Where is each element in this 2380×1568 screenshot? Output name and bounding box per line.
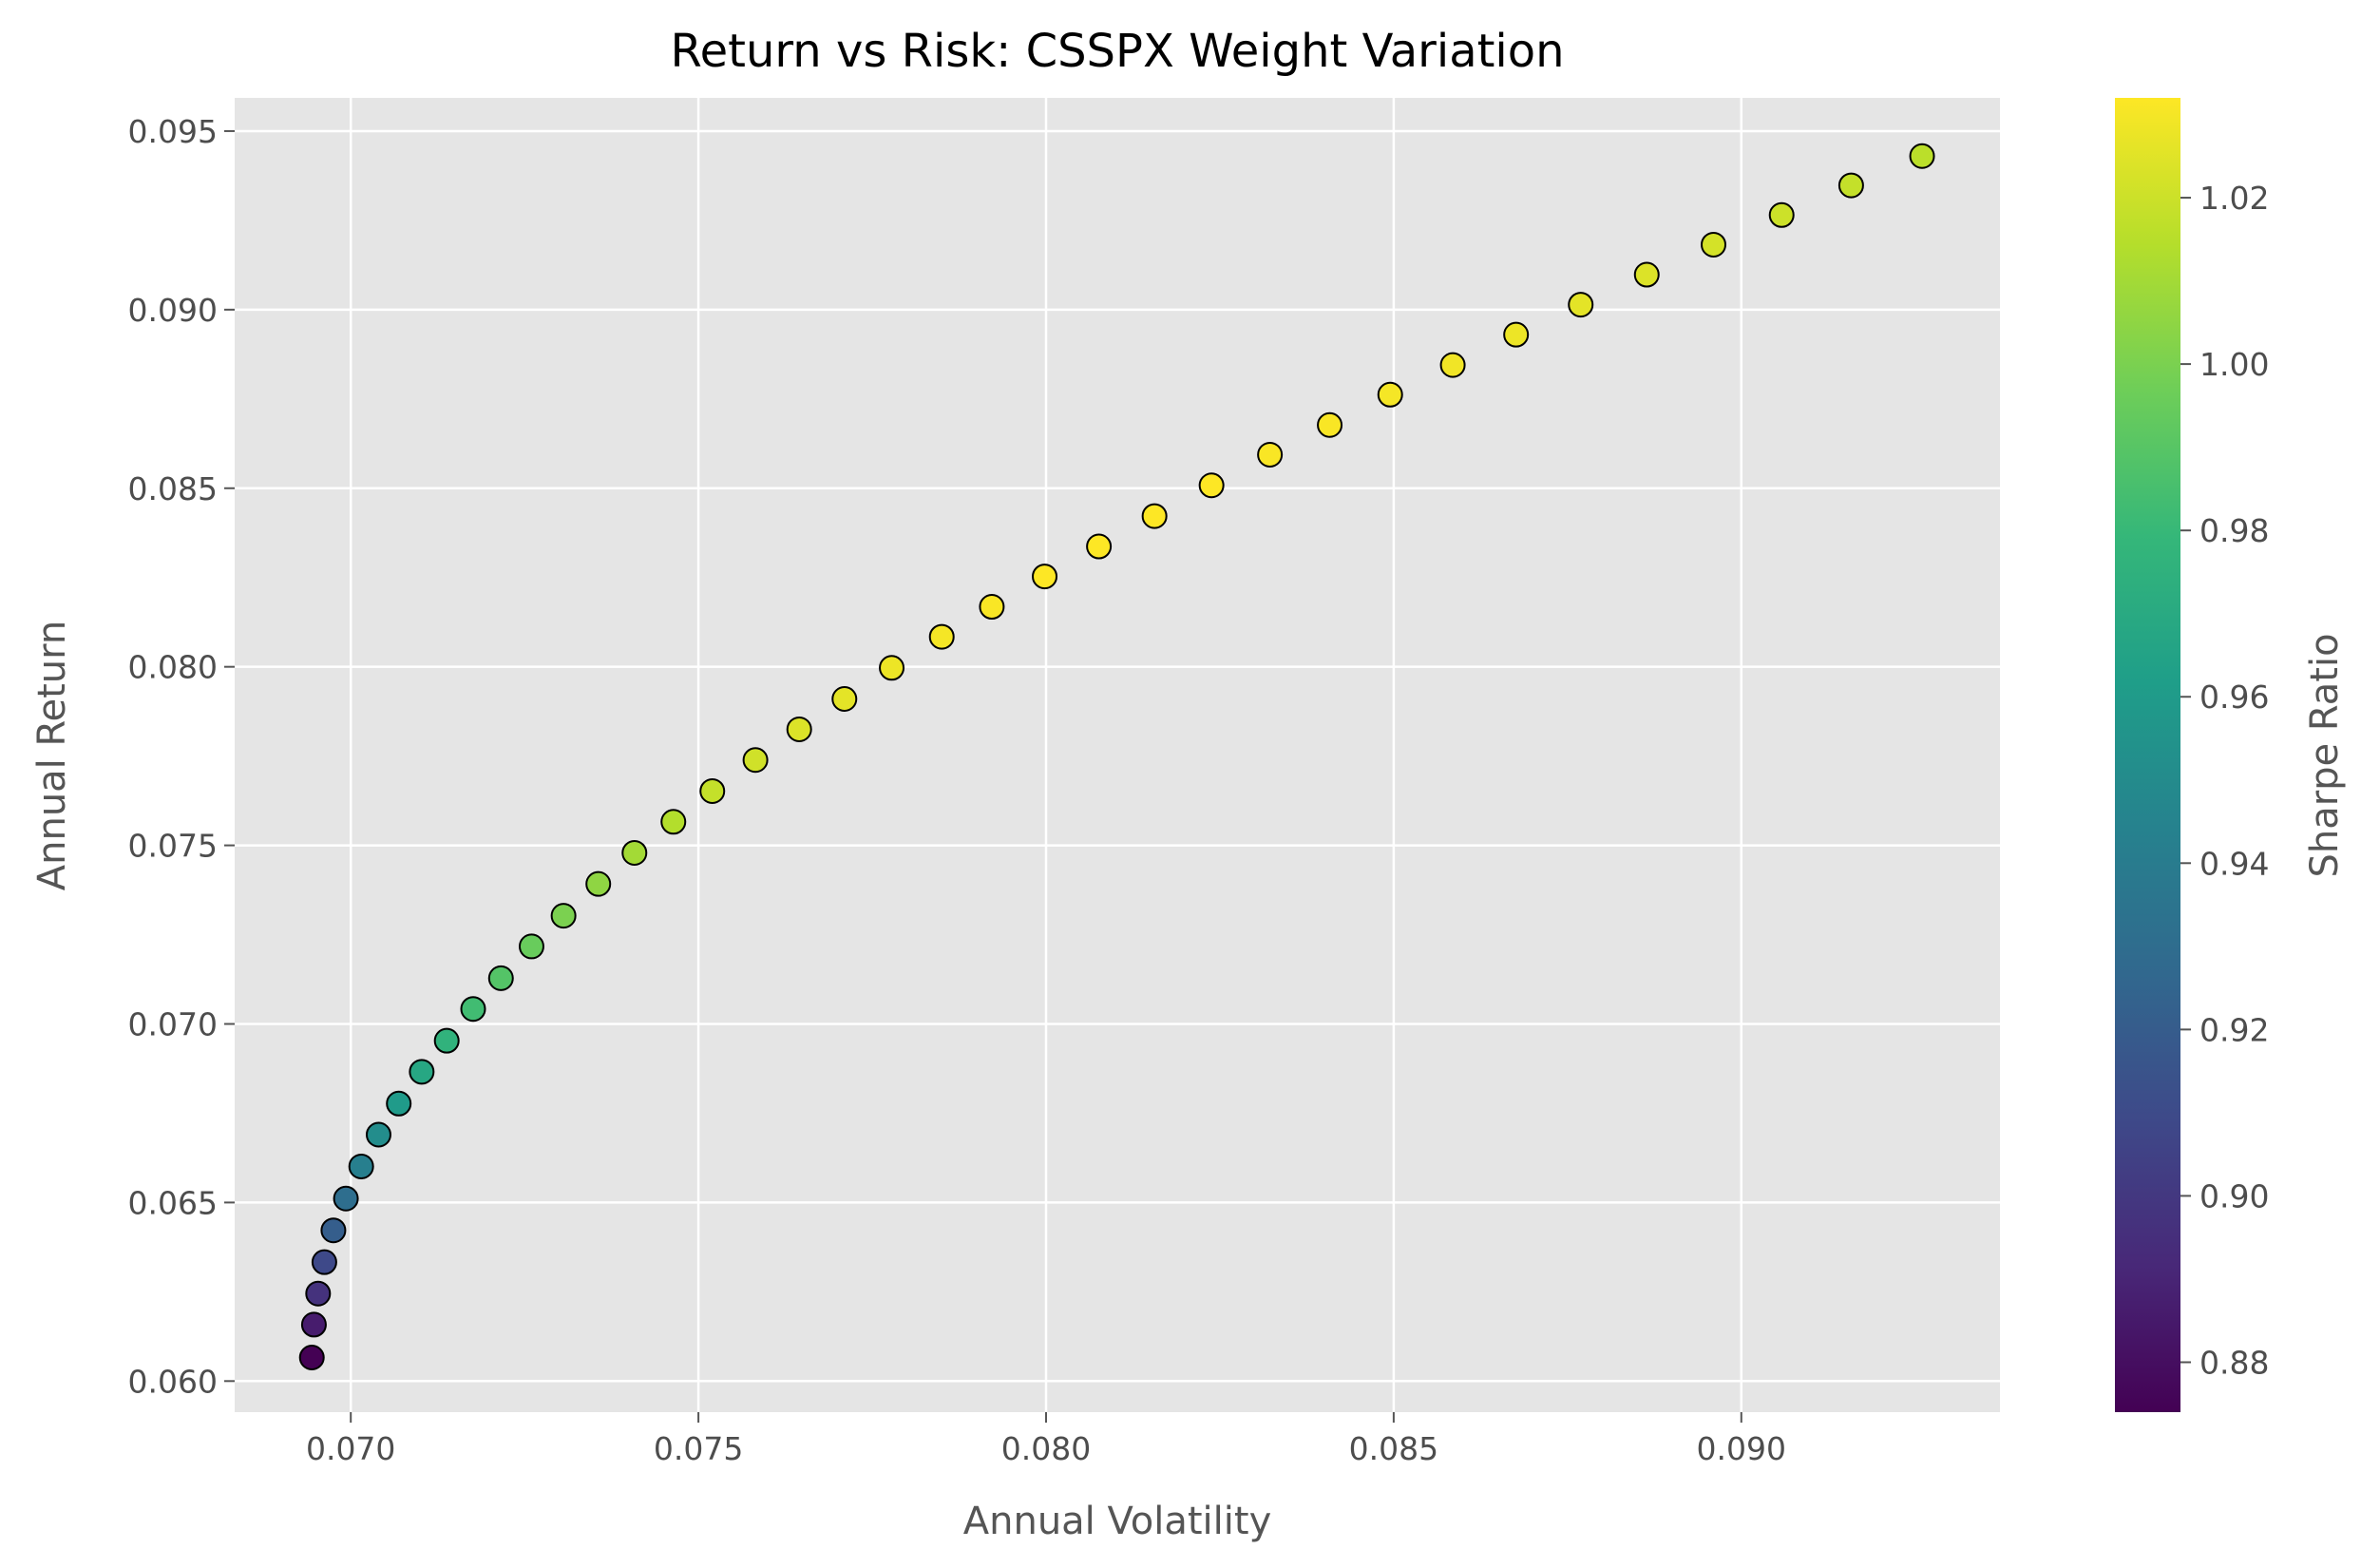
x-tick-label: 0.090	[1697, 1430, 1786, 1467]
data-point	[699, 777, 726, 804]
data-point	[1317, 411, 1343, 438]
data-point	[460, 996, 486, 1023]
chart-title: Return vs Risk: CSSPX Weight Variation	[670, 25, 1564, 78]
x-tick-label: 0.080	[1001, 1430, 1091, 1467]
data-point	[660, 809, 687, 835]
data-point	[1768, 201, 1795, 228]
y-tick-label: 0.075	[128, 828, 218, 865]
data-point	[550, 903, 577, 929]
data-point	[1377, 381, 1403, 408]
colorbar-tick-label: 0.94	[2199, 845, 2269, 882]
data-point	[333, 1185, 359, 1212]
y-tick-label: 0.080	[128, 649, 218, 686]
y-tick-label: 0.085	[128, 470, 218, 507]
data-point	[621, 839, 648, 866]
x-axis-label: Annual Volatility	[963, 1500, 1272, 1543]
y-tick-label: 0.095	[128, 113, 218, 150]
x-tick-label: 0.070	[306, 1430, 395, 1467]
data-point	[1439, 352, 1466, 378]
data-point	[1257, 441, 1284, 468]
plot-area-background	[235, 98, 2000, 1412]
x-tick-label: 0.085	[1349, 1430, 1438, 1467]
data-point	[831, 685, 858, 712]
data-point	[320, 1217, 347, 1244]
data-point	[386, 1090, 412, 1117]
data-point	[348, 1153, 374, 1179]
data-point	[1633, 261, 1660, 288]
y-tick-label: 0.070	[128, 1005, 218, 1042]
colorbar-label: Sharpe Ratio	[2303, 633, 2347, 877]
data-point	[879, 655, 905, 681]
colorbar-tick-label: 0.92	[2199, 1011, 2269, 1048]
y-tick-label: 0.090	[128, 292, 218, 329]
data-point	[1837, 172, 1864, 199]
colorbar-tick-label: 0.96	[2199, 679, 2269, 716]
data-point	[1909, 143, 1935, 169]
data-point	[1086, 533, 1113, 560]
colorbar-tick-label: 1.00	[2199, 346, 2269, 383]
data-point	[311, 1249, 337, 1275]
data-point	[742, 747, 769, 774]
y-axis-label: Annual Return	[30, 621, 74, 891]
y-tick-label: 0.060	[128, 1363, 218, 1400]
data-point	[928, 623, 955, 650]
data-point	[585, 870, 612, 897]
colorbar-tick-label: 0.90	[2199, 1177, 2269, 1214]
y-tick-label: 0.065	[128, 1184, 218, 1221]
data-point	[1701, 231, 1727, 258]
data-point	[1032, 564, 1058, 590]
data-point	[433, 1027, 460, 1054]
data-point	[365, 1121, 391, 1148]
data-point	[409, 1059, 435, 1085]
data-point	[979, 594, 1005, 621]
data-point	[518, 933, 544, 960]
data-point	[1568, 292, 1594, 318]
data-point	[487, 965, 514, 991]
data-point	[786, 716, 812, 742]
colorbar-gradient	[2115, 98, 2180, 1412]
data-point	[300, 1311, 327, 1338]
data-point	[305, 1280, 332, 1307]
data-points	[298, 143, 1935, 1371]
colorbar-tick-label: 0.88	[2199, 1344, 2269, 1381]
colorbar-tick-label: 0.98	[2199, 512, 2269, 549]
data-point	[1141, 503, 1168, 529]
colorbar: 0.88 0.90 0.92 0.94 0.96 0.98 1.00 1.02 Sharpe …	[2115, 98, 2347, 1412]
colorbar-tick-label: 1.02	[2199, 180, 2269, 217]
data-point	[1503, 321, 1530, 348]
data-point	[298, 1345, 325, 1371]
axis-ticks: 0.070 0.075 0.080 0.085 0.090 0.060 0.065 0.070…	[128, 113, 1787, 1467]
x-tick-label: 0.075	[654, 1430, 743, 1467]
grid	[235, 98, 2000, 1412]
colorbar-ticks: 0.88 0.90 0.92 0.94 0.96 0.98 1.00 1.02	[2180, 180, 2269, 1381]
data-point	[1198, 472, 1225, 499]
